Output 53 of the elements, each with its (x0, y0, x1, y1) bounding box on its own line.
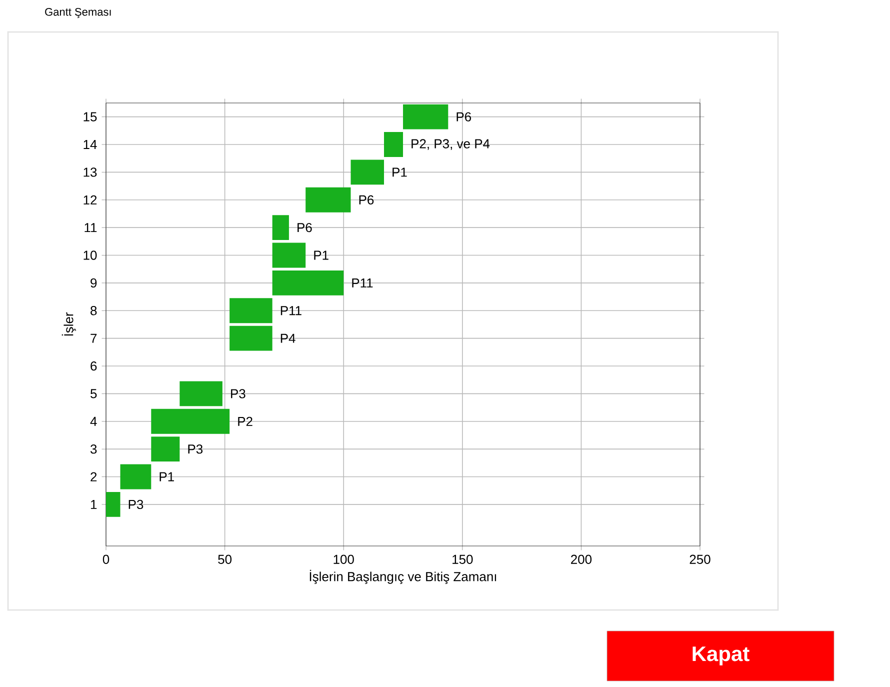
y-tick-label: 10 (84, 250, 97, 260)
bar (106, 492, 120, 517)
bar (180, 381, 222, 406)
y-tick-label: 12 (84, 195, 97, 204)
bar (272, 215, 289, 240)
y-tick-label: 2 (90, 472, 97, 482)
chart-title: Gantt Şeması (45, 8, 111, 18)
x-tick-label: 50 (218, 554, 232, 564)
bar (230, 326, 272, 351)
data-label: P6 (456, 112, 472, 122)
bar (151, 436, 180, 462)
data-label: P2, P3, ve P4 (412, 139, 490, 150)
y-tick-label: 1 (90, 500, 97, 509)
y-tick-label: 13 (84, 168, 97, 177)
data-label: P1 (314, 250, 328, 260)
y-tick-label: 6 (90, 361, 97, 371)
x-tick-label: 100 (334, 554, 354, 564)
bar (403, 104, 448, 130)
y-tick-label: 14 (84, 140, 97, 149)
y-tick-label: 3 (90, 444, 97, 454)
data-label: P1 (160, 472, 174, 482)
data-label: P2 (238, 416, 252, 426)
data-label: P11 (280, 306, 302, 316)
bar (350, 160, 384, 185)
y-tick-label: 9 (90, 278, 97, 288)
x-tick-label: 150 (452, 554, 473, 564)
y-tick-label: 4 (90, 416, 97, 426)
bar (384, 132, 404, 157)
x-axis-title: İşlerin Başlangıç ve Bitiş Zamanı (310, 570, 496, 584)
data-label: P1 (392, 168, 407, 177)
data-label: P3 (231, 389, 246, 398)
data-label: P11 (352, 278, 373, 288)
bar (230, 298, 272, 324)
text: Kapat (692, 646, 750, 666)
data-label: P4 (280, 334, 296, 343)
data-label: P3 (128, 500, 144, 510)
y-tick-label: 11 (84, 223, 97, 232)
y-axis-title: İşler (62, 312, 76, 336)
bar (120, 464, 152, 490)
bar (306, 187, 351, 212)
y-tick-label: 8 (90, 306, 97, 316)
x-tick-label: 250 (690, 554, 710, 564)
y-tick-label: 5 (90, 389, 97, 398)
y-tick-label: 7 (90, 334, 97, 343)
x-tick-label: 0 (102, 554, 110, 564)
y-tick-label: 15 (84, 112, 97, 122)
data-label: P3 (188, 444, 203, 454)
bar (272, 242, 306, 268)
data-label: P6 (359, 195, 374, 204)
x-tick-label: 200 (571, 554, 592, 564)
data-label: P6 (298, 222, 312, 232)
bar (151, 408, 230, 434)
bar (272, 270, 344, 296)
